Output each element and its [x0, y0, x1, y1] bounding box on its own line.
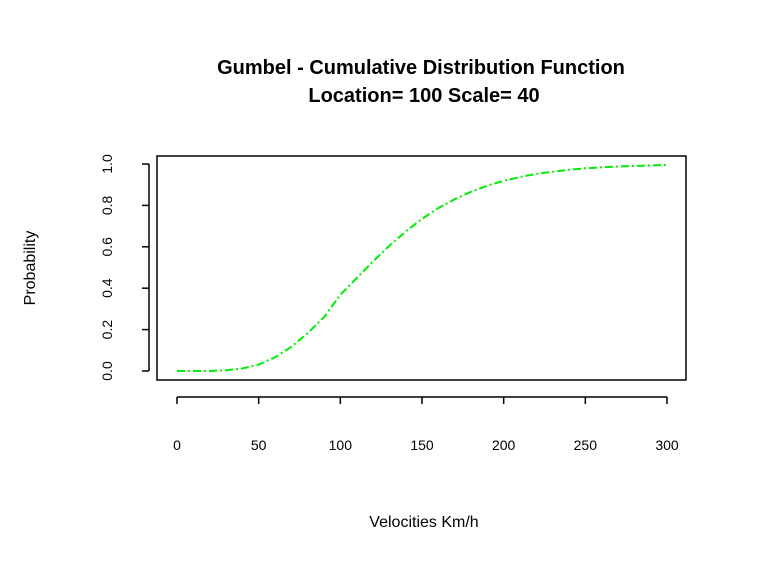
x-tick-label: 150	[410, 437, 434, 453]
plot-frame	[156, 155, 687, 381]
y-tick-label: 0.2	[99, 320, 115, 340]
x-tick-label: 100	[329, 437, 353, 453]
x-axis-label: Velocities Km/h	[369, 514, 478, 531]
y-tick-label: 0.6	[99, 237, 115, 257]
x-tick-label: 250	[574, 437, 598, 453]
x-tick-label: 300	[655, 437, 679, 453]
x-tick-label: 50	[251, 437, 267, 453]
series-line	[177, 164, 668, 372]
y-tick-label: 0.8	[99, 195, 115, 215]
chart-title: Gumbel - Cumulative Distribution Functio…	[217, 57, 625, 79]
chart-subtitle: Location= 100 Scale= 40	[308, 85, 539, 107]
y-tick-label: 0.4	[99, 278, 115, 298]
x-axis: 0 50 100 150 200 250 300	[173, 396, 679, 453]
y-tick-label: 0.0	[99, 361, 115, 381]
y-tick-label: 1.0	[99, 154, 115, 174]
y-axis: 0.0 0.2 0.4 0.6 0.8 1.0	[99, 154, 150, 381]
x-tick-label: 200	[492, 437, 516, 453]
x-tick-label: 0	[173, 437, 181, 453]
y-axis-label: Probability	[22, 231, 39, 306]
